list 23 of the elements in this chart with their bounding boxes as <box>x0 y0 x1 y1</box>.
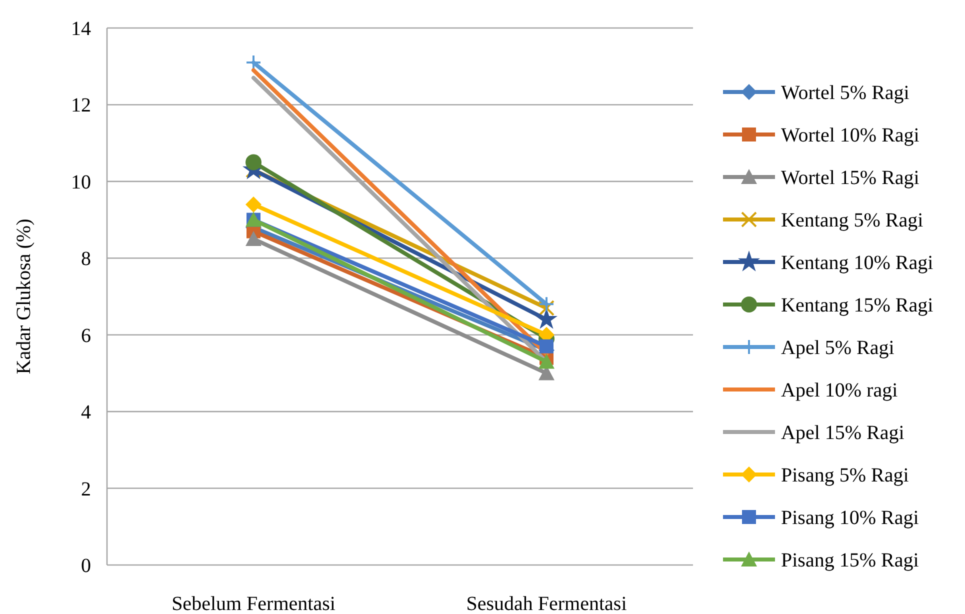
legend-label: Apel 5% Ragi <box>781 337 895 359</box>
y-tick-label: 2 <box>81 478 91 500</box>
legend-label: Pisang 5% Ragi <box>781 464 910 486</box>
y-tick-label: 12 <box>71 94 91 117</box>
y-tick-label: 10 <box>71 171 91 194</box>
y-tick-label: 0 <box>81 555 91 577</box>
legend-label: Apel 10% ragi <box>781 380 898 402</box>
legend-label: Apel 15% Ragi <box>781 422 905 444</box>
x-tick-label: Sebelum Fermentasi <box>172 593 336 614</box>
y-axis-title: Kadar Glukosa (%) <box>13 218 35 374</box>
y-tick-label: 4 <box>81 402 91 424</box>
legend-label: Wortel 15% Ragi <box>781 167 920 189</box>
legend-label: Wortel 10% Ragi <box>781 124 920 146</box>
legend-label: Pisang 10% Ragi <box>781 507 920 529</box>
legend-label: Pisang 15% Ragi <box>781 550 920 572</box>
y-tick-label: 8 <box>81 248 91 270</box>
x-tick-label: Sesudah Fermentasi <box>466 593 628 614</box>
legend-label: Wortel 5% Ragi <box>781 82 910 104</box>
y-tick-label: 14 <box>71 18 91 40</box>
legend-label: Kentang 10% Ragi <box>781 252 934 274</box>
y-tick-label: 6 <box>81 324 91 347</box>
legend-label: Kentang 5% Ragi <box>781 210 924 232</box>
legend-label: Kentang 15% Ragi <box>781 294 934 316</box>
